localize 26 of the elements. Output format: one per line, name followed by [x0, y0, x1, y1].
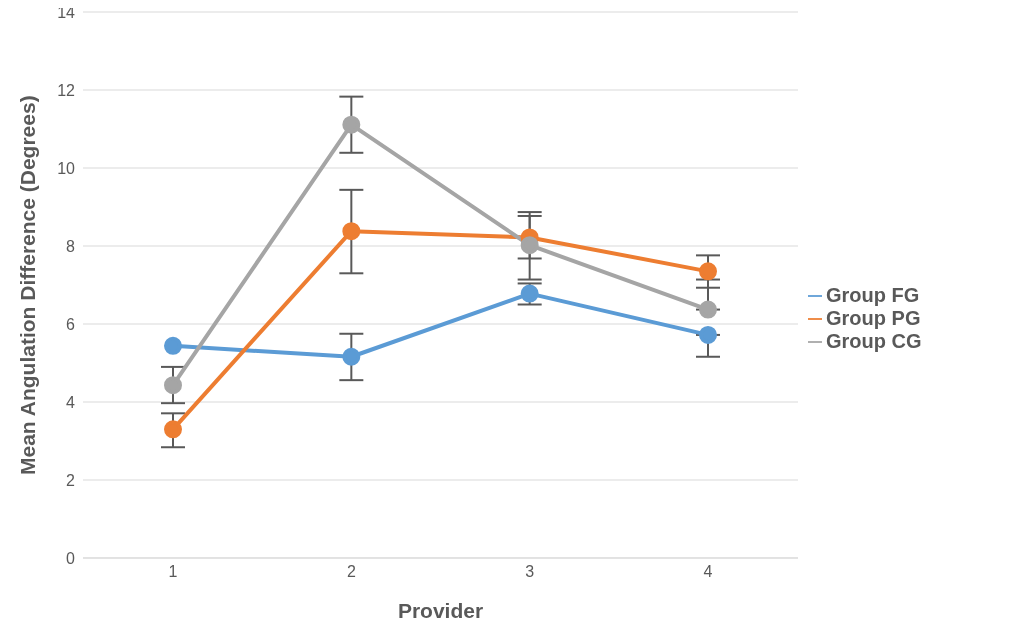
point: [342, 347, 361, 366]
x-axis-title: Provider: [397, 599, 484, 622]
y-tick-label: 0: [66, 549, 76, 567]
point: [164, 420, 182, 439]
point: [342, 222, 361, 241]
y-tick-label: 6: [66, 315, 76, 333]
legend-label: Group FG: [826, 283, 920, 306]
point: [342, 115, 361, 134]
point: [699, 325, 717, 344]
legend-label: Group CG: [826, 329, 922, 352]
y-tick-label: 10: [57, 159, 76, 177]
y-tick-label: 12: [57, 81, 76, 99]
x-tick-label: 1: [168, 563, 178, 581]
legend-label: Group PG: [826, 306, 921, 329]
y-tick-label: 2: [66, 471, 76, 489]
x-tick-label: 4: [703, 563, 713, 581]
point: [520, 236, 539, 255]
point: [699, 300, 717, 319]
point: [164, 336, 182, 355]
x-tick-label: 3: [525, 563, 535, 581]
y-tick-label: 8: [66, 237, 76, 255]
x-tick-label: 2: [346, 563, 356, 581]
y-tick-label: 4: [66, 393, 76, 411]
y-axis-title: Mean Angulation Difference (Degrees): [16, 95, 40, 475]
point: [699, 262, 717, 281]
point: [164, 376, 182, 395]
